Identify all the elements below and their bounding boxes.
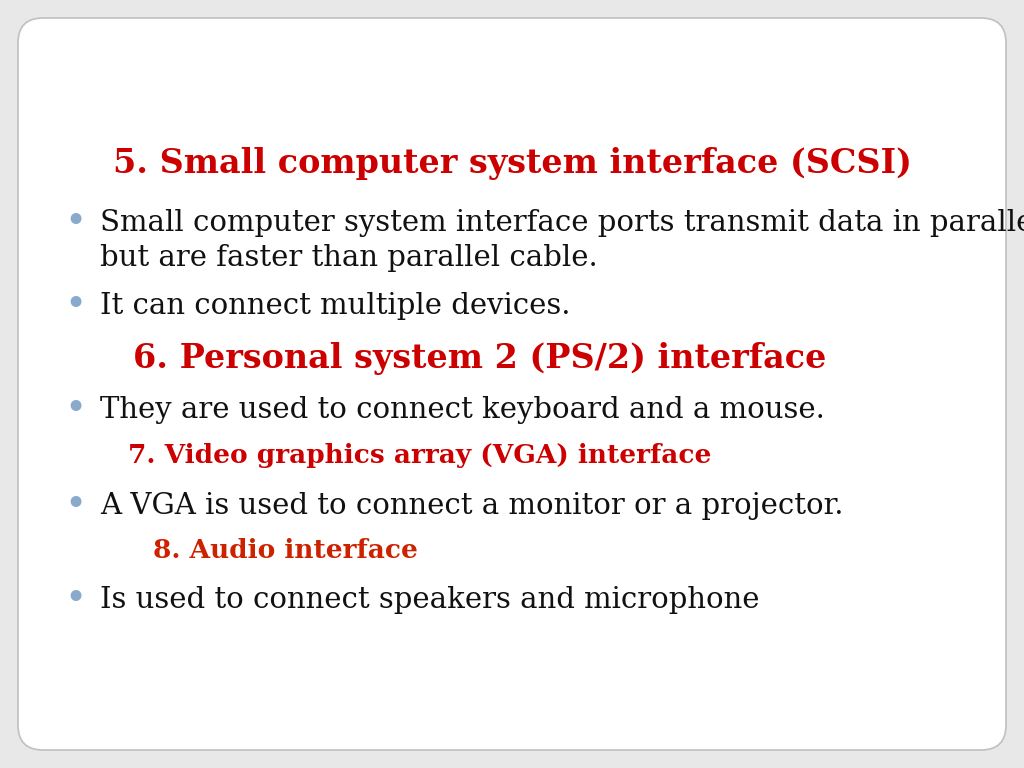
Text: •: • <box>63 288 86 324</box>
Text: but are faster than parallel cable.: but are faster than parallel cable. <box>100 244 598 272</box>
Text: They are used to connect keyboard and a mouse.: They are used to connect keyboard and a … <box>100 396 825 424</box>
Text: •: • <box>63 582 86 618</box>
Text: Is used to connect speakers and microphone: Is used to connect speakers and micropho… <box>100 586 760 614</box>
Text: 7. Video graphics array (VGA) interface: 7. Video graphics array (VGA) interface <box>128 442 712 468</box>
Text: •: • <box>63 392 86 428</box>
Text: •: • <box>63 488 86 524</box>
FancyBboxPatch shape <box>18 18 1006 750</box>
Text: 5. Small computer system interface (SCSI): 5. Small computer system interface (SCSI… <box>113 147 911 180</box>
Text: 8. Audio interface: 8. Audio interface <box>153 538 418 562</box>
Text: It can connect multiple devices.: It can connect multiple devices. <box>100 292 570 320</box>
Text: •: • <box>63 205 86 241</box>
Text: A VGA is used to connect a monitor or a projector.: A VGA is used to connect a monitor or a … <box>100 492 844 520</box>
Text: Small computer system interface ports transmit data in parallel: Small computer system interface ports tr… <box>100 209 1024 237</box>
Text: 6. Personal system 2 (PS/2) interface: 6. Personal system 2 (PS/2) interface <box>133 342 826 375</box>
